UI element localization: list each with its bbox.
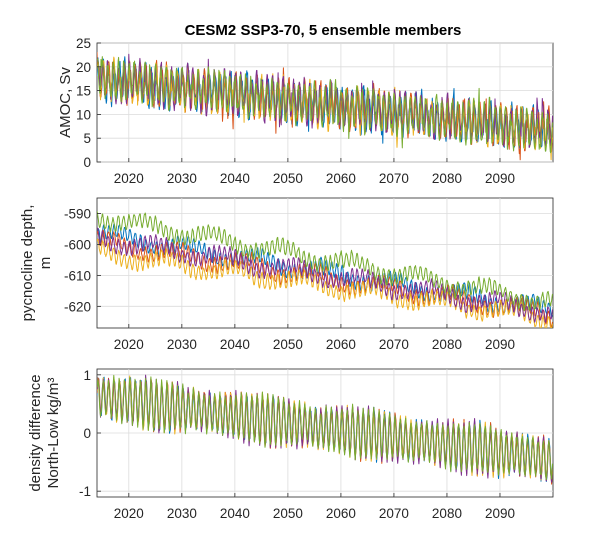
- y-tick-label: 25: [76, 36, 91, 51]
- chart-title: CESM2 SSP3-70, 5 ensemble members: [185, 22, 462, 39]
- x-tick-label: 2090: [485, 171, 515, 186]
- y-tick-label: -1: [79, 484, 91, 499]
- x-tick-label: 2060: [326, 337, 356, 352]
- x-tick-label: 2020: [114, 171, 144, 186]
- x-tick-label: 2070: [379, 506, 409, 521]
- y-tick-label: 0: [83, 426, 91, 441]
- series-line-4: [97, 227, 553, 323]
- y-axis-label: AMOC, Sv: [57, 67, 74, 138]
- x-tick-label: 2040: [220, 171, 250, 186]
- x-tick-label: 2080: [432, 506, 462, 521]
- series-line-5: [97, 374, 553, 480]
- series-line-1: [97, 223, 553, 318]
- x-tick-label: 2050: [273, 171, 303, 186]
- x-tick-label: 2080: [432, 337, 462, 352]
- y-axis-label: m: [37, 257, 54, 270]
- x-tick-label: 2040: [220, 337, 250, 352]
- x-tick-label: 2050: [273, 337, 303, 352]
- x-tick-label: 2060: [326, 506, 356, 521]
- x-tick-label: 2020: [114, 337, 144, 352]
- x-tick-label: 2080: [432, 171, 462, 186]
- y-tick-label: -620: [64, 299, 91, 314]
- chart-panel-2: 2020 2030 2040 2050 2060 2070 2080 2090 -620 -610…: [19, 197, 554, 352]
- x-tick-label: 2090: [485, 337, 515, 352]
- x-tick-label: 2050: [273, 506, 303, 521]
- series-line-5: [97, 56, 553, 154]
- chart-panel-1: 2020 2030 2040 2050 2060 2070 2080 2090 0 5 10 15 20…: [57, 36, 554, 186]
- chart-panel-3: 2020 2030 2040 2050 2060 2070 2080 2090 -1 0 1 dens…: [27, 368, 554, 521]
- y-tick-label: -610: [64, 268, 91, 283]
- x-tick-label: 2030: [167, 171, 197, 186]
- x-tick-label: 2070: [379, 171, 409, 186]
- x-tick-label: 2030: [167, 337, 197, 352]
- y-tick-label: 15: [76, 84, 91, 99]
- y-tick-label: 10: [76, 107, 91, 122]
- x-tick-label: 2090: [485, 506, 515, 521]
- series-line-5: [97, 210, 553, 312]
- y-tick-label: -590: [64, 206, 91, 221]
- x-tick-label: 2030: [167, 506, 197, 521]
- y-axis-label: pycnocline depth,: [19, 205, 36, 322]
- y-tick-label: 0: [83, 155, 91, 170]
- y-tick-label: 1: [83, 368, 91, 383]
- x-tick-label: 2040: [220, 506, 250, 521]
- x-tick-label: 2060: [326, 171, 356, 186]
- series-group: [97, 210, 553, 328]
- y-axis-label: density difference: [27, 374, 44, 491]
- series-line-2: [97, 229, 553, 328]
- x-tick-label: 2020: [114, 506, 144, 521]
- series-group: [97, 52, 553, 161]
- y-axis-label: North-Low kg/m³: [45, 378, 62, 489]
- y-tick-label: 5: [83, 131, 91, 146]
- y-tick-label: -600: [64, 237, 91, 252]
- x-tick-label: 2070: [379, 337, 409, 352]
- series-group: [97, 374, 553, 485]
- y-tick-label: 20: [76, 60, 91, 75]
